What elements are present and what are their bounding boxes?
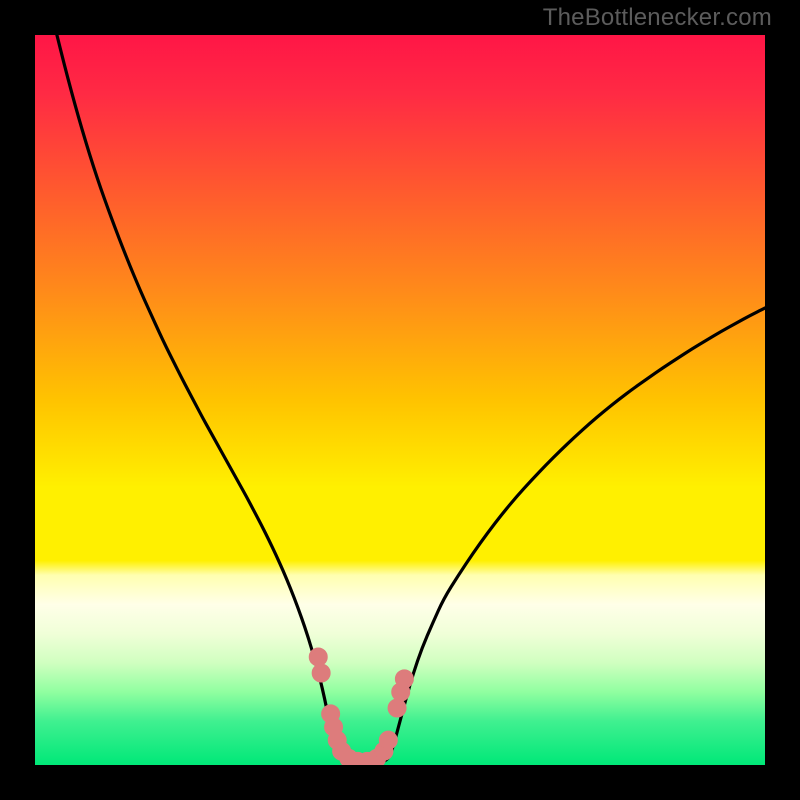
data-marker (379, 731, 397, 749)
data-marker (309, 648, 327, 666)
chart-svg (35, 35, 765, 765)
data-marker (312, 664, 330, 682)
watermark-text: TheBottlenecker.com (543, 4, 772, 32)
gradient-background (35, 35, 765, 765)
data-marker (388, 699, 406, 717)
plot-area (35, 35, 765, 765)
data-marker (395, 670, 413, 688)
